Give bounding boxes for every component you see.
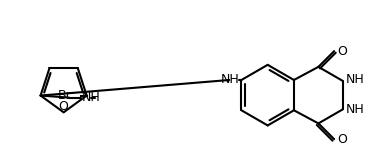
Text: NH: NH (82, 91, 101, 104)
Text: NH: NH (346, 74, 365, 87)
Text: O: O (337, 45, 347, 58)
Text: NH: NH (221, 74, 240, 87)
Text: O: O (59, 100, 68, 113)
Text: NH: NH (346, 103, 365, 116)
Text: Br: Br (58, 89, 71, 102)
Text: O: O (337, 133, 347, 146)
